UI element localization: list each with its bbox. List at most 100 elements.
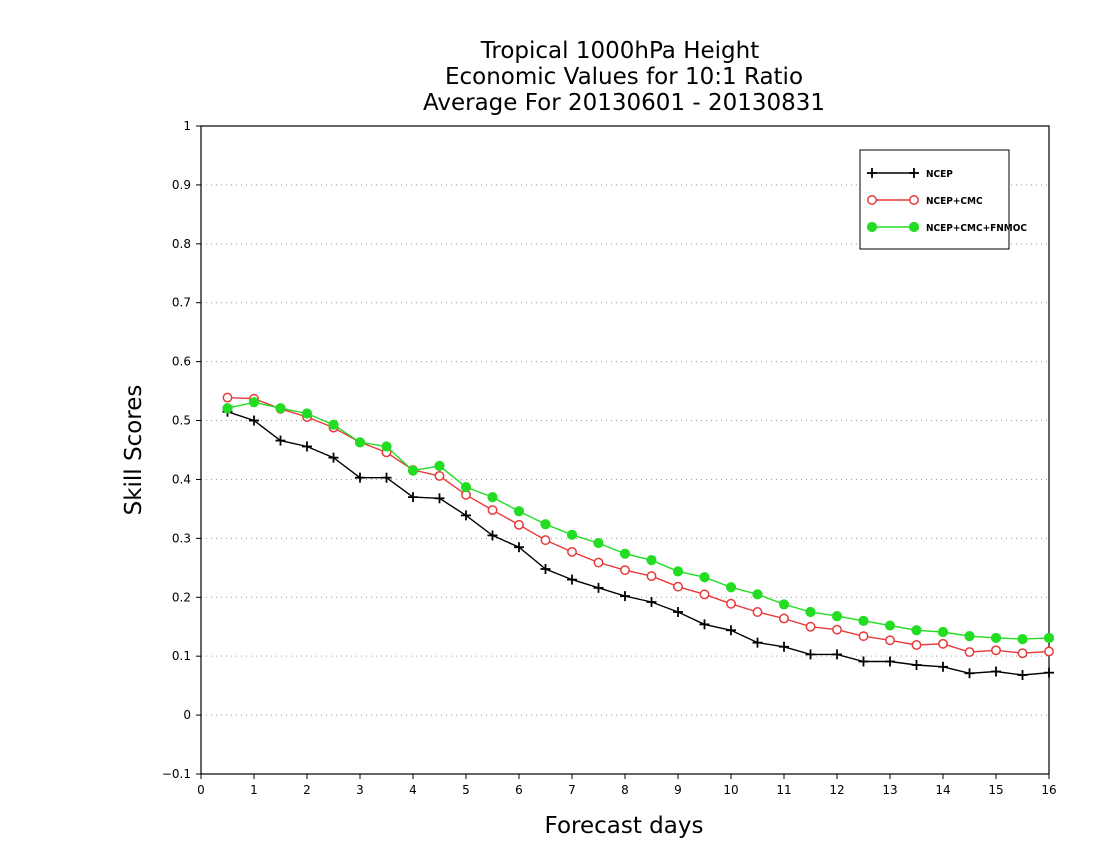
- y-tick-label: 0.6: [172, 355, 191, 369]
- data-point: [778, 599, 790, 610]
- data-point: [832, 624, 842, 635]
- grid: [201, 184, 1049, 716]
- y-tick-label: −0.1: [162, 767, 191, 781]
- x-tick-label: 15: [988, 783, 1003, 797]
- data-point: [858, 615, 869, 626]
- data-point: [911, 640, 922, 650]
- chart-title: Tropical 1000hPa Height Economic Values …: [423, 38, 825, 116]
- data-point: [937, 626, 949, 638]
- data-point: [222, 403, 233, 414]
- legend-item: NCEP: [867, 168, 953, 180]
- data-point: [725, 582, 737, 593]
- data-point: [911, 625, 922, 636]
- y-tick-label: 0: [183, 708, 191, 722]
- x-tick-label: 4: [409, 783, 417, 797]
- data-point: [434, 460, 445, 472]
- data-point: [866, 221, 878, 233]
- x-tick-label: 11: [776, 783, 791, 797]
- data-point: [991, 645, 1001, 656]
- y-tick-label: 0.8: [172, 237, 191, 251]
- data-point: [487, 505, 498, 516]
- x-axis-label: Forecast days: [545, 813, 704, 839]
- x-tick-label: 2: [303, 783, 311, 797]
- data-point: [381, 441, 392, 452]
- data-point: [699, 572, 710, 583]
- data-point: [222, 392, 233, 403]
- y-tick-label: 1: [183, 119, 191, 133]
- series-group: [222, 392, 1055, 681]
- x-tick-label: 16: [1041, 783, 1056, 797]
- series-ncep: [222, 406, 1054, 681]
- data-point: [460, 482, 472, 493]
- data-point: [593, 557, 604, 568]
- data-point: [514, 519, 524, 530]
- legend-item: NCEP+CMC+FNMOC: [866, 221, 1027, 234]
- data-point: [805, 621, 816, 632]
- x-tick-label: 7: [568, 783, 576, 797]
- data-point: [1017, 648, 1028, 659]
- data-point: [831, 611, 843, 622]
- legend-item: NCEP+CMC: [867, 195, 983, 207]
- x-tick-label: 8: [621, 783, 629, 797]
- data-point: [540, 535, 551, 546]
- title-line-1: Tropical 1000hPa Height: [480, 38, 760, 64]
- legend-entries: NCEP NCEP+CMC NCEP+CMC+FNMOC: [866, 168, 1027, 234]
- data-point: [1043, 632, 1055, 644]
- title-line-2: Economic Values for 10:1 Ratio: [445, 64, 803, 90]
- x-tick-label: 9: [674, 783, 682, 797]
- data-point: [275, 403, 286, 414]
- data-point: [1044, 646, 1054, 657]
- data-point: [248, 397, 260, 408]
- data-point: [646, 555, 657, 566]
- y-tick-label: 0.7: [172, 296, 191, 310]
- data-point: [938, 638, 948, 649]
- data-point: [990, 632, 1002, 644]
- data-point: [752, 589, 763, 600]
- data-point: [964, 631, 975, 642]
- x-tick-label: 0: [197, 783, 205, 797]
- data-point: [867, 195, 877, 205]
- data-point: [354, 437, 366, 448]
- y-tick-label: 0.9: [172, 178, 191, 192]
- x-tick-label: 1: [250, 783, 258, 797]
- data-point: [699, 589, 710, 600]
- data-point: [328, 419, 339, 430]
- axis-ticks: −0.100.10.20.30.40.50.60.70.80.910 1 2 3 4 5 6…: [162, 119, 1057, 797]
- y-axis-label: Skill Scores: [121, 385, 147, 516]
- data-point: [909, 195, 919, 205]
- x-tick-label: 10: [723, 783, 738, 797]
- data-point: [434, 470, 445, 481]
- data-point: [487, 492, 498, 503]
- y-tick-label: 0.3: [172, 531, 191, 545]
- data-point: [620, 565, 630, 576]
- data-point: [779, 613, 789, 624]
- data-point: [566, 529, 578, 540]
- x-tick-label: 6: [515, 783, 523, 797]
- data-point: [673, 581, 683, 592]
- data-point: [1017, 633, 1028, 645]
- data-point: [301, 408, 313, 419]
- y-tick-label: 0.4: [172, 472, 191, 486]
- data-point: [908, 221, 920, 233]
- series-ncep-cmc-fnmoc: [222, 397, 1055, 645]
- data-point: [884, 620, 896, 631]
- legend-label: NCEP+CMC+FNMOC: [926, 223, 1027, 234]
- data-point: [567, 546, 577, 557]
- data-point: [964, 647, 975, 658]
- data-point: [513, 506, 525, 517]
- data-point: [672, 566, 684, 577]
- x-tick-label: 3: [356, 783, 364, 797]
- x-tick-label: 12: [829, 783, 844, 797]
- data-point: [726, 598, 736, 609]
- x-tick-label: 5: [462, 783, 470, 797]
- legend-label: NCEP: [926, 169, 953, 180]
- y-tick-label: 0.5: [172, 414, 191, 428]
- x-tick-label: 14: [935, 783, 950, 797]
- data-point: [885, 635, 895, 646]
- data-point: [619, 548, 631, 559]
- data-point: [858, 631, 869, 642]
- data-point: [540, 519, 551, 530]
- y-tick-label: 0.2: [172, 590, 191, 604]
- x-tick-label: 13: [882, 783, 897, 797]
